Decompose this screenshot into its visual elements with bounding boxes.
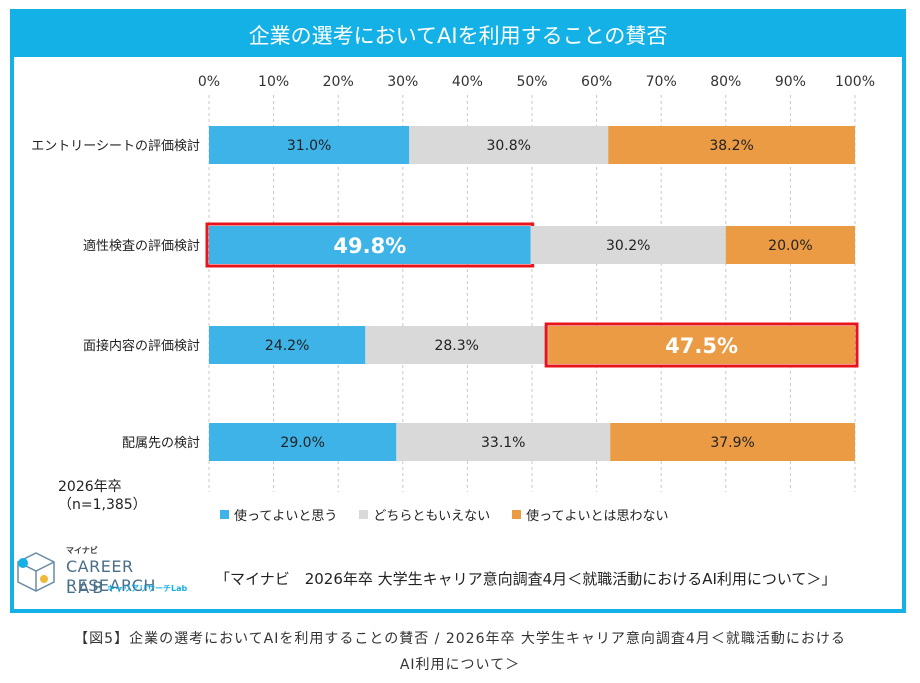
data-label: 28.3% (434, 338, 478, 354)
bar-segment (548, 326, 855, 364)
figure-caption: 【図5】企業の選考においてAIを利用することの賛否 / 2026年卒 大学生キャ… (0, 626, 920, 678)
legend-swatch (512, 510, 522, 519)
x-tick-label: 100% (835, 74, 875, 90)
brand-main-text: CAREER RESEARCH (66, 557, 156, 595)
x-tick-label: 70% (646, 74, 677, 90)
sample-info: 2026年卒 （n=1,385） (58, 478, 147, 514)
bar-segment (530, 226, 726, 264)
highlight-box (544, 322, 859, 368)
brand-lab-text: LAB (66, 578, 107, 597)
legend-label: 使ってよいとは思わない (526, 509, 669, 524)
x-tick-label: 30% (387, 74, 418, 90)
figure-frame: 企業の選考においてAIを利用することの賛否 (10, 9, 906, 613)
chart-legend: 使ってよいと思う どちらともいえない 使ってよいとは思わない (220, 505, 668, 524)
chart-title: 企業の選考においてAIを利用することの賛否 (14, 13, 902, 57)
bar-segment (209, 326, 366, 364)
caption-line-1: 【図5】企業の選考においてAIを利用することの賛否 / 2026年卒 大学生キャ… (74, 631, 846, 647)
data-label: 47.5% (665, 334, 738, 358)
legend-label: どちらともいえない (373, 509, 491, 524)
bar-segment (365, 326, 549, 364)
bar-segment (209, 126, 410, 164)
legend-swatch (359, 510, 369, 519)
source-note: 「マイナビ 2026年卒 大学生キャリア意向調査4月＜就職活動におけるAI利用に… (215, 570, 837, 588)
cube-logo-icon (17, 552, 55, 592)
data-label: 29.0% (280, 435, 324, 451)
brand-small-text: マイナビ (66, 546, 98, 555)
data-label: 24.2% (265, 338, 309, 354)
x-tick-label: 20% (323, 74, 354, 90)
data-label: 30.8% (487, 138, 531, 154)
data-label: 30.2% (606, 238, 650, 254)
x-tick-label: 40% (452, 74, 483, 90)
data-label: 33.1% (481, 435, 525, 451)
legend-swatch (220, 510, 229, 519)
data-label: 49.8% (333, 234, 406, 258)
data-label: 38.2% (709, 138, 753, 154)
x-tick-label: 90% (775, 74, 806, 90)
legend-label: 使ってよいと思う (234, 509, 338, 524)
data-label: 31.0% (287, 138, 331, 154)
bar-segment (209, 423, 397, 461)
x-tick-label: 80% (710, 74, 741, 90)
x-tick-label: 60% (581, 74, 612, 90)
brand-sub-text: キャリアリサーチLab (107, 584, 188, 593)
legend-item-positive: 使ってよいと思う (220, 505, 337, 524)
stacked-bar-chart: 0% 10% 20% 30% 40% 50% 60% 70% 80% 90% 100% エントリーシー… (31, 74, 875, 492)
caption-line-2: AI利用について＞ (399, 657, 521, 673)
legend-item-neutral: どちらともいえない (359, 505, 490, 524)
bar-segment (409, 126, 609, 164)
bar-segment (610, 423, 855, 461)
x-tick-label: 50% (516, 74, 547, 90)
data-label: 20.0% (768, 238, 812, 254)
category-label: エントリーシートの評価検討 (31, 138, 200, 154)
category-label: 配属先の検討 (122, 435, 200, 451)
career-research-lab-logo: マイナビ CAREER RESEARCH LAB キャリアリサーチLab (14, 545, 214, 600)
bar-segment (608, 126, 855, 164)
bar-segment (209, 226, 531, 264)
sample-size: （n=1,385） (58, 497, 147, 513)
category-label: 適性検査の評価検討 (83, 238, 200, 254)
bar-segment (725, 226, 855, 264)
data-label: 37.9% (710, 435, 754, 451)
bar-segment (396, 423, 611, 461)
category-label: 面接内容の評価検討 (83, 338, 200, 354)
sample-year: 2026年卒 (58, 479, 122, 495)
x-tick-label: 0% (198, 74, 220, 90)
x-tick-label: 10% (258, 74, 289, 90)
legend-item-negative: 使ってよいとは思わない (512, 505, 668, 524)
